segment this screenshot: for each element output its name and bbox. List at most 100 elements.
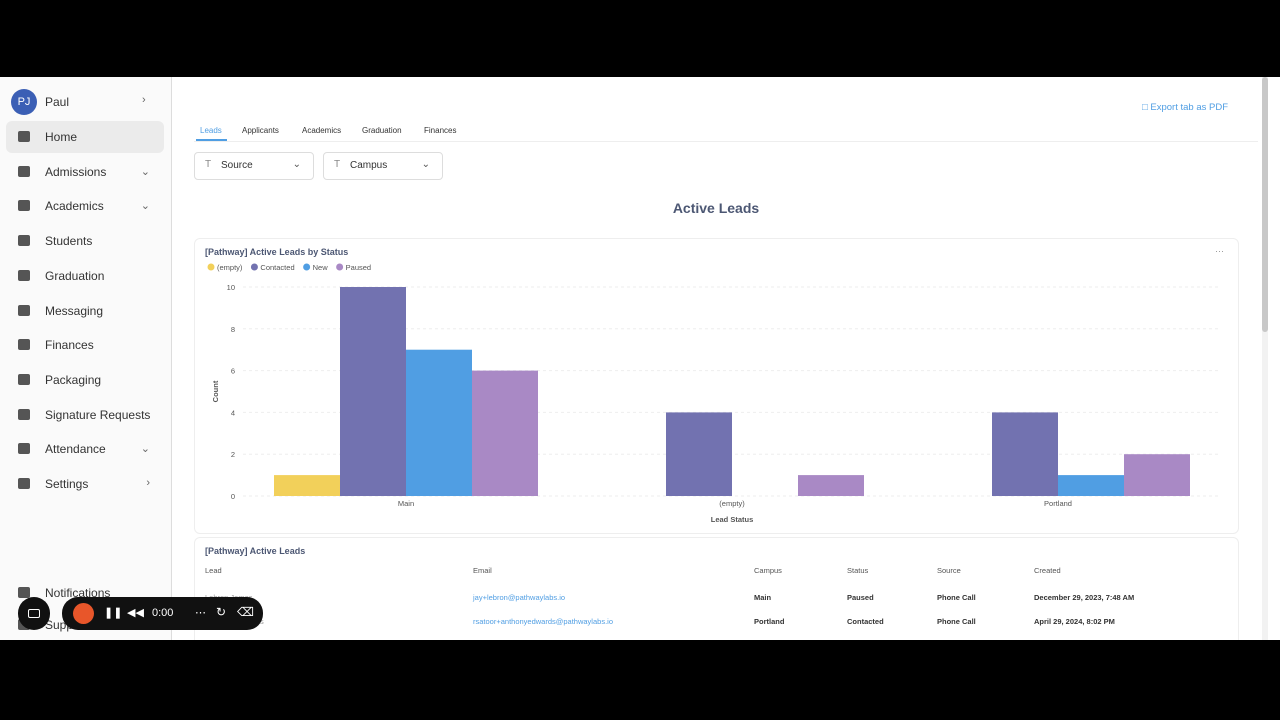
legend-label[interactable]: Contacted <box>260 263 294 272</box>
table-title: [Pathway] Active Leads <box>205 546 306 556</box>
tab[interactable]: Graduation <box>362 126 402 135</box>
nav-label[interactable]: Packaging <box>45 372 102 387</box>
y-tick-label: 10 <box>227 283 235 292</box>
nav-item[interactable]: Academics ⌄ <box>6 190 164 222</box>
table-cell: Main <box>754 593 772 602</box>
nav-item[interactable]: Notifications <box>6 577 164 609</box>
recorder-time: 0:00 <box>152 607 174 619</box>
column-header[interactable]: Email <box>473 566 492 575</box>
table-cell: December 29, 2023, 7:48 AM <box>1034 593 1135 602</box>
legend-dot <box>207 263 215 271</box>
nav-label[interactable]: Messaging <box>45 303 104 318</box>
nav-label[interactable]: Home <box>45 130 78 144</box>
nav-label[interactable]: Students <box>45 234 93 249</box>
nav-label[interactable]: Academics <box>45 199 104 214</box>
legend-dot <box>336 263 344 271</box>
legend-label[interactable]: Paused <box>346 263 371 272</box>
bar <box>1124 454 1190 496</box>
nav-icon <box>18 478 30 489</box>
y-tick-label: 0 <box>231 492 235 501</box>
nav-icon <box>18 165 30 177</box>
pause-button[interactable]: ❚❚ <box>104 607 123 619</box>
filter[interactable]: T Campus ⌄ <box>323 152 443 180</box>
nav-icon <box>18 443 30 455</box>
nav-label[interactable]: Notifications <box>45 586 111 600</box>
bar <box>1058 475 1124 496</box>
nav-label[interactable]: Finances <box>45 338 94 353</box>
nav-item[interactable]: Home <box>6 121 164 153</box>
bar <box>274 475 340 496</box>
tab[interactable]: Applicants <box>242 126 279 135</box>
column-header[interactable]: Created <box>1034 566 1061 575</box>
nav-item[interactable]: Signature Requests <box>6 399 164 431</box>
x-tick-label: (empty) <box>719 499 745 508</box>
nav-icon <box>18 235 30 247</box>
column-header[interactable]: Lead <box>205 566 222 575</box>
nav-item[interactable]: Messaging <box>6 295 164 327</box>
nav-item[interactable]: Students <box>6 225 164 257</box>
filter[interactable]: T Source ⌄ <box>194 152 314 180</box>
nav-item[interactable]: Finances <box>6 329 164 361</box>
bar <box>992 412 1058 496</box>
legend-label[interactable]: (empty) <box>217 263 243 272</box>
legend-dot <box>250 263 258 271</box>
table-cell[interactable]: jay+lebron@pathwaylabs.io <box>473 593 566 602</box>
nav-item[interactable]: Graduation <box>6 260 164 292</box>
delete-button[interactable]: ⌫ <box>237 605 254 619</box>
tab[interactable]: Academics <box>302 126 342 135</box>
filter-label: Source <box>221 160 253 171</box>
nav-icon <box>18 200 30 212</box>
nav-item[interactable]: Packaging <box>6 364 164 396</box>
nav-icon <box>18 339 30 351</box>
nav-icon <box>18 269 30 281</box>
chart-card: [Pathway] Active Leads by Status ⋯ (empty)… <box>194 238 1239 534</box>
x-axis-label: Lead Status <box>711 515 754 524</box>
y-tick-label: 2 <box>231 450 235 459</box>
camera-button[interactable] <box>18 597 50 630</box>
nav-icon <box>18 304 30 316</box>
y-tick-label: 6 <box>231 367 235 376</box>
nav-item[interactable]: Attendance ⌄ <box>6 433 164 465</box>
grid-button[interactable]: ⋯ <box>195 607 206 619</box>
nav-item[interactable]: Admissions ⌄ <box>6 156 164 188</box>
nav-label[interactable]: Attendance <box>45 442 106 457</box>
app: PJ Paul › Home Admissions ⌄ Academics ⌄ Stude… <box>0 77 1280 640</box>
export-button[interactable]: □ Export tab as PDF <box>1142 102 1229 113</box>
restart-button[interactable]: ↻ <box>216 605 227 619</box>
tab[interactable]: Leads <box>200 126 222 135</box>
column-header[interactable]: Source <box>937 566 961 575</box>
recorder-bar: ❚❚ ◀◀ 0:00 ⋯ ↻ ⌫ <box>62 597 263 630</box>
nav-item[interactable]: Settings › <box>6 468 164 500</box>
table-cell: Paused <box>847 593 874 602</box>
nav-icon <box>18 373 30 385</box>
table-cell[interactable]: rsatoor+anthonyedwards@pathwaylabs.io <box>473 617 613 626</box>
bar <box>406 349 472 496</box>
chart: [Pathway] Active Leads by Status ⋯ (empty)… <box>205 246 1224 524</box>
more-icon[interactable]: ⋯ <box>1215 246 1224 256</box>
avatar: PJ <box>11 89 37 115</box>
legend-label[interactable]: New <box>313 263 329 272</box>
scrollbar <box>1262 77 1268 640</box>
nav-icon <box>18 408 30 420</box>
nav-label[interactable]: Settings <box>45 477 89 491</box>
x-tick-label: Portland <box>1044 499 1072 508</box>
tab[interactable]: Finances <box>424 126 457 135</box>
nav-icon <box>18 587 30 598</box>
chevron: ⌄ <box>140 165 150 178</box>
nav-label[interactable]: Signature Requests <box>45 407 151 422</box>
bar <box>666 412 732 496</box>
column-header[interactable]: Campus <box>754 566 782 575</box>
sidebar: PJ Paul › Home Admissions ⌄ Academics ⌄ Stude… <box>0 77 172 640</box>
dashboard-heading: Active Leads <box>672 200 760 216</box>
stop-button[interactable] <box>73 603 94 624</box>
y-axis-label: Count <box>211 380 220 402</box>
user-name[interactable]: Paul <box>45 95 70 109</box>
rewind-button[interactable]: ◀◀ <box>127 607 144 619</box>
column-header[interactable]: Status <box>847 566 869 575</box>
nav-label[interactable]: Admissions <box>45 164 107 179</box>
chart-title: [Pathway] Active Leads by Status <box>205 247 348 257</box>
bar <box>472 370 538 496</box>
nav-label[interactable]: Graduation <box>45 268 105 283</box>
export-label[interactable]: Export tab as PDF <box>1150 102 1229 113</box>
table-card: [Pathway] Active Leads Lead Email Campus St… <box>194 537 1239 640</box>
